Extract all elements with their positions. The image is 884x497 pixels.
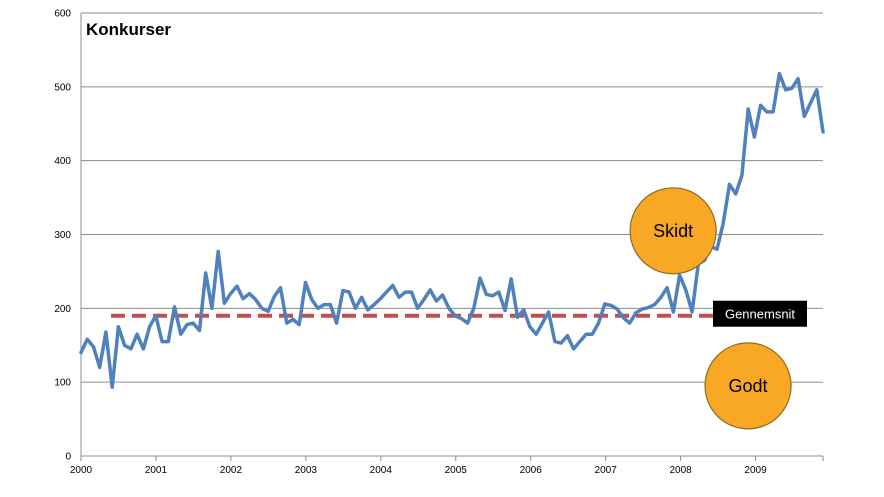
- y-tick-label-100: 100: [54, 378, 71, 389]
- x-tick-label-2001: 2001: [145, 465, 168, 476]
- x-tick-label-2003: 2003: [295, 465, 318, 476]
- x-tick-label-2007: 2007: [595, 465, 618, 476]
- y-tick-label-300: 300: [54, 230, 71, 241]
- y-tick-label-600: 600: [54, 9, 71, 20]
- x-tick-label-2009: 2009: [744, 465, 767, 476]
- average-label-box: [713, 300, 807, 327]
- bubble-label-godt: Godt: [729, 376, 768, 396]
- x-tick-label-2002: 2002: [220, 465, 243, 476]
- x-tick-label-2004: 2004: [370, 465, 393, 476]
- bubble-godt: [704, 342, 792, 430]
- x-tick-label-2005: 2005: [445, 465, 468, 476]
- x-tick-label-2008: 2008: [669, 465, 692, 476]
- y-tick-label-500: 500: [54, 82, 71, 93]
- average-label: Gennemsnit: [725, 307, 795, 322]
- x-tick-label-2000: 2000: [70, 465, 93, 476]
- label-layer: Gennemsnit Skidt Godt: [629, 187, 807, 430]
- bubble-label-skidt: Skidt: [653, 221, 693, 241]
- axis-layer: 0 100 200 300 400 500 600 2000 2001 2002 2003 2004 2…: [54, 9, 824, 476]
- y-tick-label-0: 0: [65, 452, 71, 463]
- chart-title: Konkurser: [86, 20, 171, 39]
- bubble-skidt: [629, 187, 717, 275]
- grid-layer: [81, 12, 823, 383]
- y-tick-label-200: 200: [54, 304, 71, 315]
- y-tick-label-400: 400: [54, 156, 71, 167]
- x-tick-label-2006: 2006: [520, 465, 543, 476]
